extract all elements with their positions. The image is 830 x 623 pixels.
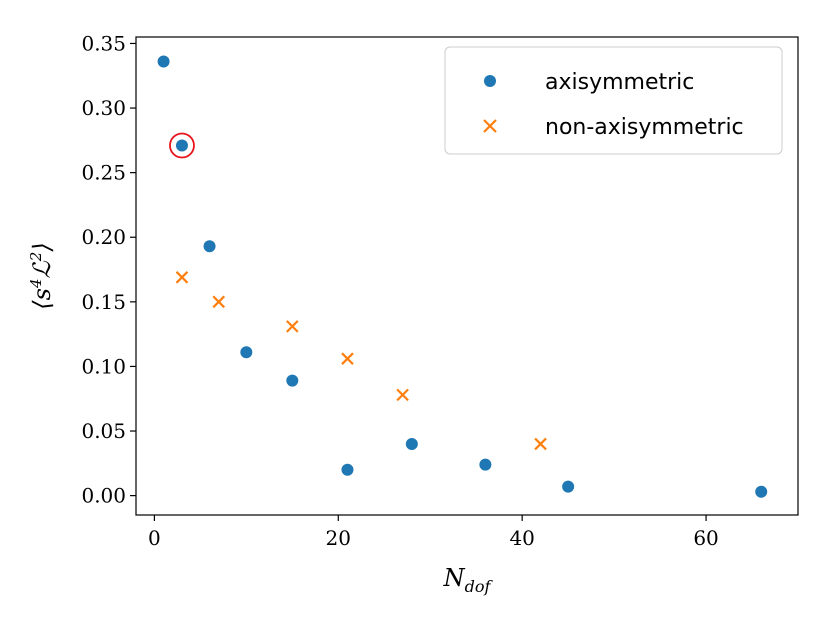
data-point-axisymmetric — [479, 458, 492, 471]
x-tick-label: 0 — [148, 526, 161, 550]
data-points — [157, 55, 768, 498]
x-axis-ticks: 0 20 40 60 — [148, 515, 719, 550]
y-tick-label: 0.30 — [81, 96, 126, 120]
x-tick-label: 40 — [509, 526, 534, 550]
data-point-non-axisymmetric — [286, 320, 299, 333]
data-point-axisymmetric — [203, 240, 216, 253]
y-tick-label: 0.35 — [81, 31, 126, 55]
data-point-non-axisymmetric — [175, 271, 189, 284]
x-tick-label: 60 — [693, 526, 718, 550]
data-point-axisymmetric — [157, 55, 170, 68]
legend-label-axisymmetric: axisymmetric — [545, 70, 694, 95]
legend-label-non-axisymmetric: non-axisymmetric — [545, 115, 744, 140]
y-axis-ticks: 0.00 0.05 0.10 0.15 0.20 0.25 0.30 0.35 — [81, 31, 136, 508]
data-point-axisymmetric — [755, 485, 768, 498]
x-tick-label: 20 — [326, 526, 351, 550]
data-point-non-axisymmetric — [396, 388, 409, 402]
y-tick-label: 0.25 — [81, 161, 126, 185]
legend-box — [444, 46, 783, 155]
data-point-non-axisymmetric — [212, 295, 226, 309]
data-point-non-axisymmetric — [534, 437, 547, 451]
legend-marker-non-axisymmetric — [483, 119, 497, 133]
legend-marker-axisymmetric — [484, 75, 496, 87]
data-point-axisymmetric — [175, 139, 188, 152]
y-tick-label: 0.05 — [81, 419, 126, 443]
y-axis-title: ⟨s4ℒ2⟩ — [27, 242, 56, 309]
data-point-non-axisymmetric — [341, 352, 354, 365]
annotation-layer — [169, 132, 195, 159]
data-point-axisymmetric — [240, 346, 253, 359]
data-point-axisymmetric — [286, 374, 299, 387]
y-tick-label: 0.15 — [81, 290, 126, 314]
y-tick-label: 0.20 — [81, 225, 126, 249]
y-tick-label: 0.10 — [81, 354, 126, 378]
highlight-circle — [169, 132, 195, 159]
data-point-axisymmetric — [562, 480, 575, 493]
y-tick-label: 0.00 — [81, 484, 126, 508]
data-point-axisymmetric — [341, 463, 354, 476]
x-axis-title: Ndof — [443, 564, 494, 596]
legend: axisymmetric non-axisymmetric — [444, 46, 783, 155]
data-point-axisymmetric — [405, 437, 418, 450]
